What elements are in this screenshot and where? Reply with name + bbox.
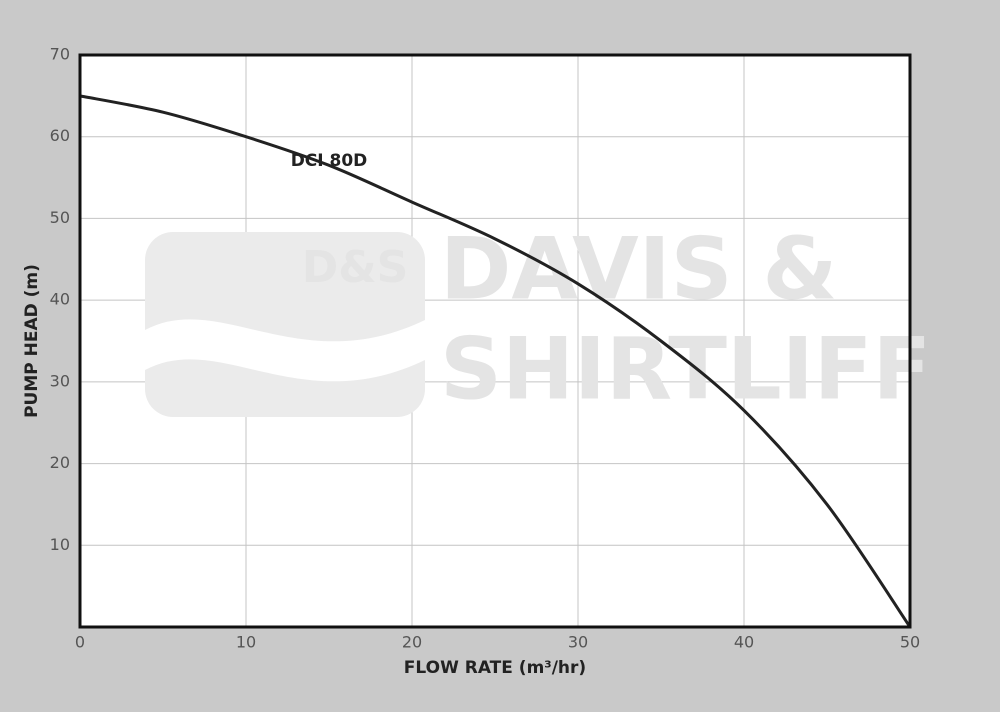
watermark-wave: [145, 319, 425, 382]
curve-label: DCI 80D: [291, 151, 368, 171]
y-tick-label: 50: [50, 208, 70, 227]
watermark-text: SHIRTLIFF: [440, 319, 931, 419]
watermark-text: D&S: [302, 242, 409, 293]
y-tick-label: 10: [50, 535, 70, 554]
y-axis-label: PUMP HEAD (m): [22, 264, 42, 418]
x-tick-label: 10: [236, 633, 256, 652]
y-tick-label: 20: [50, 453, 70, 472]
y-tick-label: 60: [50, 126, 70, 145]
y-tick-label: 30: [50, 371, 70, 390]
plot-border: [78, 53, 912, 629]
curve: [79, 94, 912, 628]
y-tick-label: 70: [50, 45, 70, 64]
marks: [79, 94, 912, 628]
x-tick-label: 50: [900, 633, 920, 652]
watermark-text: DAVIS &: [440, 219, 838, 319]
x-tick-label: 30: [568, 633, 588, 652]
x-tick-label: 40: [734, 633, 754, 652]
x-tick-label: 20: [402, 633, 422, 652]
x-axis-label: FLOW RATE (m³/hr): [404, 658, 586, 678]
x-tick-label: 0: [75, 633, 85, 652]
y-tick-label: 40: [50, 290, 70, 309]
watermark: D&S DAVIS & SHIRTLIFF: [145, 219, 931, 419]
